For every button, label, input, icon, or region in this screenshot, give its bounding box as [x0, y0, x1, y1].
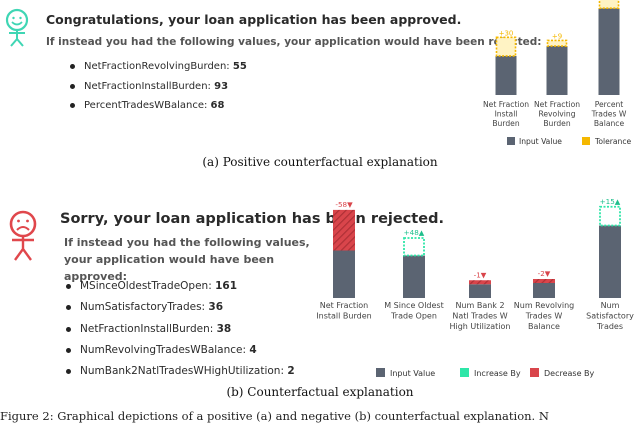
- approval-values-list: NetFractionRevolvingBurden: 55 NetFracti…: [68, 57, 247, 116]
- tick-label: M Since Oldest: [384, 301, 444, 310]
- legend-swatch: [460, 368, 469, 377]
- tick-label: Net Fraction: [534, 100, 580, 109]
- tick-label: Natl Trades W: [452, 312, 507, 321]
- legend-label: Input Value: [390, 369, 435, 378]
- legend-label: Input Value: [519, 137, 562, 146]
- data-label: -1▼: [474, 270, 487, 279]
- input-value-bar: [469, 284, 491, 298]
- rejection-subline: If instead you had the following values,…: [64, 236, 310, 283]
- list-item: MSinceOldestTradeOpen: 161: [64, 276, 295, 297]
- caption-a: (a) Positive counterfactual explanation: [202, 155, 438, 169]
- tolerance-bar: [495, 36, 517, 57]
- tick-label: Burden: [543, 119, 571, 128]
- tolerance-bar: [546, 39, 568, 47]
- tick-label: Trades W: [591, 110, 627, 119]
- data-label: +15▲: [600, 197, 621, 206]
- tick-label: Balance: [594, 119, 625, 128]
- tick-label: Install: [495, 110, 518, 119]
- list-item: NetFractionRevolvingBurden: 55: [68, 57, 247, 77]
- decrease-hatch: [533, 279, 555, 283]
- decrease-hatch: [469, 280, 491, 285]
- tick-label: Install Burden: [316, 312, 371, 321]
- input-value-bar: [599, 225, 621, 298]
- data-label: +9: [552, 32, 562, 40]
- tick-label: High Utilization: [449, 322, 510, 331]
- input-value-bar: [598, 8, 620, 96]
- tolerance-bar: [598, 0, 620, 10]
- tick-label: Satisfactory: [586, 312, 634, 321]
- list-item: NetFractionInstallBurden: 93: [68, 77, 247, 97]
- decrease-hatch: [333, 209, 355, 251]
- legend-label: Tolerance: [594, 137, 632, 146]
- data-label: -2▼: [538, 269, 551, 278]
- data-label: +30: [499, 29, 514, 37]
- list-item: NumRevolvingTradesWBalance: 4: [64, 340, 295, 361]
- data-label: -58▼: [335, 200, 353, 209]
- approval-subline: If instead you had the following values,…: [46, 36, 542, 48]
- tick-label: Num Bank 2: [455, 301, 504, 310]
- data-label: +48▲: [404, 228, 425, 237]
- increase-bar: [403, 237, 425, 257]
- tick-label: Trades: [596, 322, 623, 331]
- rejection-values-list: MSinceOldestTradeOpen: 161 NumSatisfacto…: [64, 276, 295, 382]
- legend-swatch: [376, 368, 385, 377]
- tick-label: Net Fraction: [483, 100, 529, 109]
- tick-label: Balance: [528, 322, 560, 331]
- input-value-bar: [546, 46, 568, 95]
- tick-label: Num Revolving: [514, 301, 574, 310]
- legend-swatch-tolerance: [582, 137, 590, 145]
- figure-caption: Figure 2: Graphical depictions of a posi…: [0, 409, 549, 423]
- happy-face-icon: [5, 8, 29, 47]
- input-value-bar: [403, 255, 425, 298]
- list-item: PercentTradesWBalance: 68: [68, 96, 247, 116]
- tick-label: Trade Open: [390, 312, 437, 321]
- tick-label: Trades W: [525, 312, 563, 321]
- caption-b: (b) Counterfactual explanation: [226, 385, 414, 399]
- legend-swatch-input: [507, 137, 515, 145]
- input-value-bar: [533, 283, 555, 298]
- input-value-bar: [333, 250, 355, 298]
- legend-label: Increase By: [474, 369, 521, 378]
- legend-swatch: [530, 368, 539, 377]
- approval-headline: Congratulations, your loan application h…: [46, 12, 462, 27]
- list-item: NetFractionInstallBurden: 38: [64, 319, 295, 340]
- chart-b: -58▼ Net Fraction Install Burden +48▲ M Sinc…: [316, 197, 634, 378]
- tick-label: Revolving: [538, 110, 575, 119]
- list-item: NumBank2NatlTradesWHighUtilization: 2: [64, 361, 295, 382]
- tick-label: Net Fraction: [320, 301, 369, 310]
- tick-label: Num: [601, 301, 620, 310]
- increase-bar: [599, 205, 621, 227]
- sad-face-icon: [9, 210, 37, 261]
- tick-label: Percent: [595, 100, 624, 109]
- input-value-bar: [495, 55, 517, 95]
- list-item: NumSatisfactoryTrades: 36: [64, 297, 295, 318]
- tick-label: Burden: [492, 119, 520, 128]
- legend-label: Decrease By: [544, 369, 595, 378]
